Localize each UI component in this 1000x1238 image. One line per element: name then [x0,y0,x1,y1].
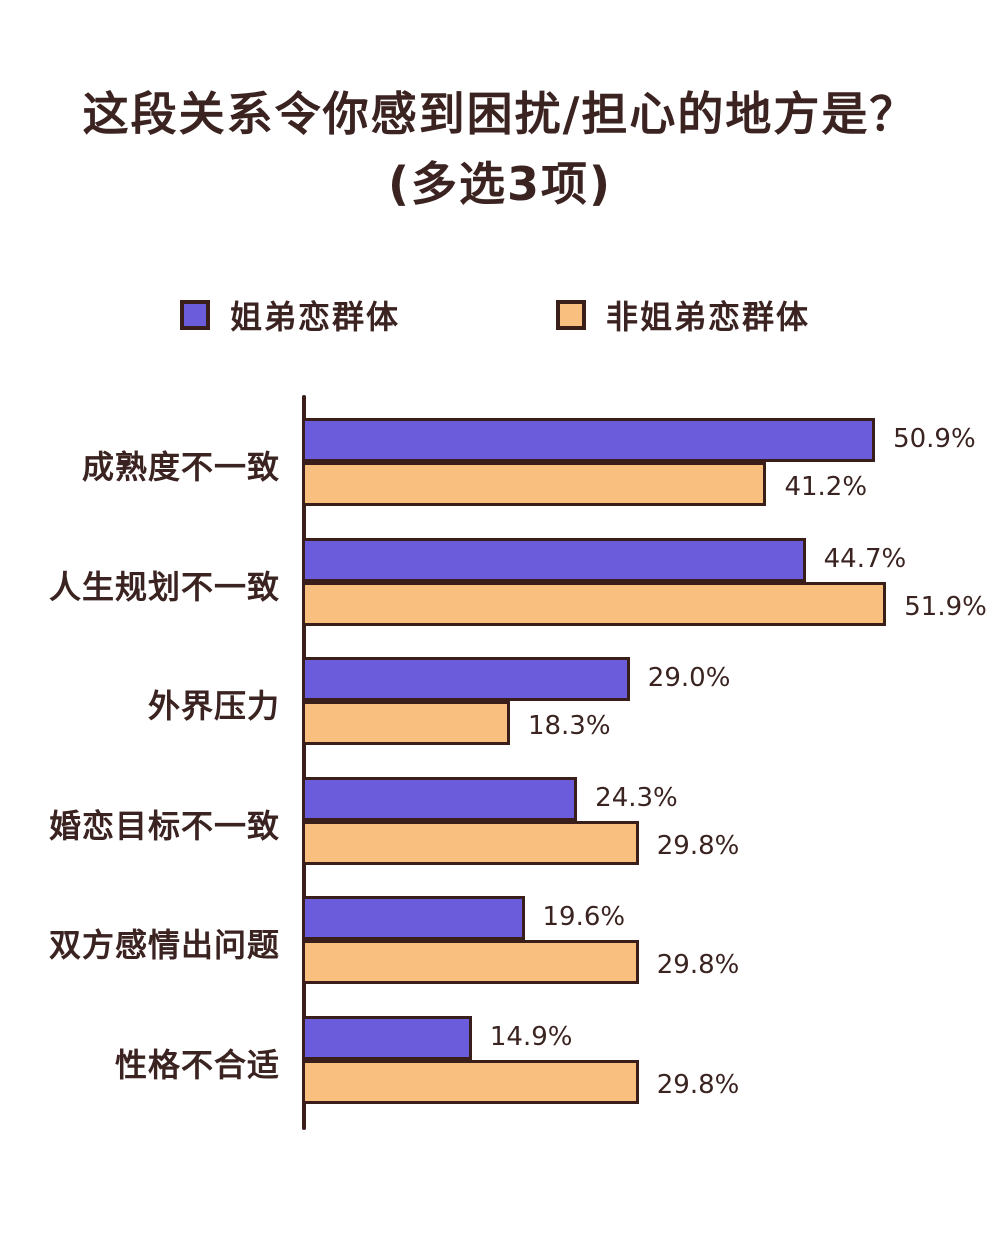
bar-series-b [305,820,639,865]
value-label: 51.9% [904,591,987,622]
category-label: 双方感情出问题 [48,926,280,964]
bar-series-b [305,581,887,626]
bar-series-a [305,657,630,701]
chart-title: 这段关系令你感到困扰/担心的地方是？ [82,87,918,141]
bar-series-b [305,462,767,506]
value-label: 29.8% [656,950,740,980]
value-label: 44.7% [823,543,907,574]
legend-item-series-b: 非姐弟恋群体 [556,295,811,336]
bar-series-a [305,776,578,821]
legend-swatch-orange [556,300,586,330]
legend-swatch-purple [180,300,210,330]
category-label: 人生规划不一致 [48,567,280,606]
value-label: 29.8% [656,1069,740,1100]
bar-series-b [305,701,510,745]
chart-subtitle: (多选3项) [387,157,613,211]
value-label: 18.3% [527,711,611,741]
value-label: 14.9% [489,1021,573,1052]
value-label: 29.0% [647,663,731,693]
value-label: 41.2% [784,472,868,502]
value-label: 24.3% [595,782,678,813]
legend-item-series-a: 姐弟恋群体 [180,295,401,336]
bar-series-a [305,1015,472,1060]
category-label: 成熟度不一致 [81,448,280,486]
bar-series-b [305,940,639,984]
legend-label: 姐弟恋群体 [230,298,401,336]
bar-series-b [305,1059,639,1104]
value-label: 29.8% [656,830,740,861]
bar-series-a [305,896,525,940]
y-axis-line [302,395,306,1130]
category-label: 外界压力 [147,687,280,725]
category-label: 婚恋目标不一致 [48,806,280,845]
bar-series-a [305,537,806,582]
legend-label: 非姐弟恋群体 [606,298,811,336]
category-label: 性格不合适 [114,1045,280,1084]
bar-series-a [305,418,876,462]
value-label: 19.6% [542,902,626,932]
value-label: 50.9% [893,424,976,454]
